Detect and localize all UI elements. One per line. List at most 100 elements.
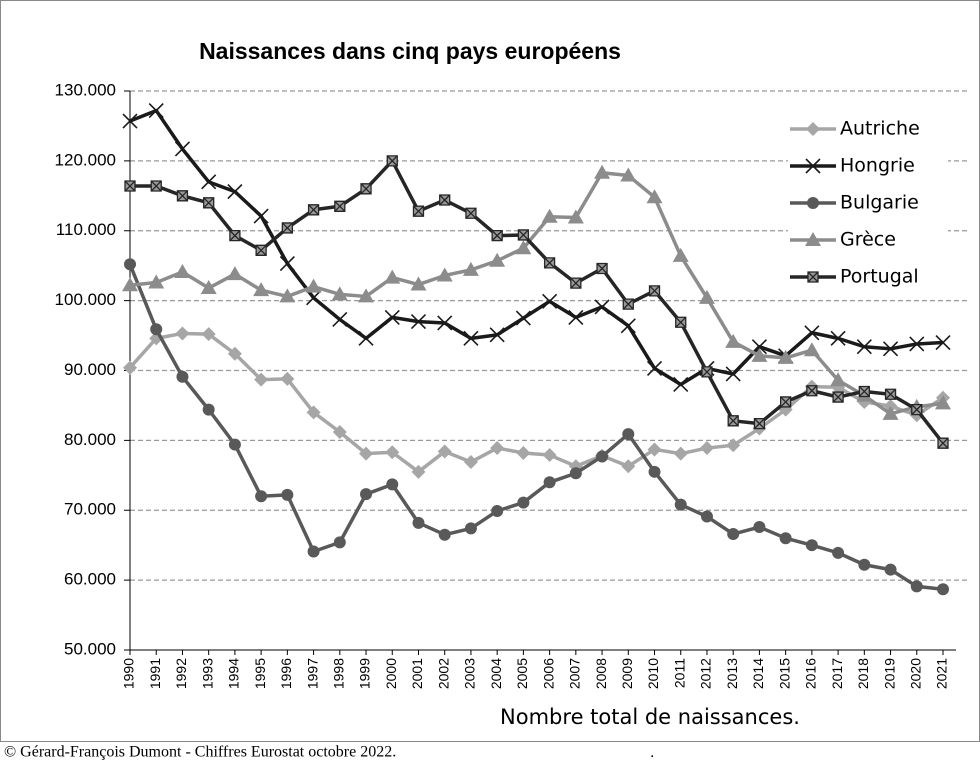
marker	[360, 488, 373, 501]
marker	[411, 464, 426, 479]
legend-label: Bulgarie	[840, 192, 919, 214]
x-tick-label: 1991	[147, 658, 163, 689]
marker	[150, 323, 163, 336]
y-tick-label: 50.000	[64, 639, 116, 658]
marker	[438, 528, 451, 541]
marker	[437, 444, 452, 459]
x-tick-label: 2004	[488, 658, 504, 689]
marker	[307, 204, 320, 216]
marker	[203, 197, 215, 209]
marker	[122, 113, 138, 129]
marker	[489, 327, 505, 343]
marker	[570, 277, 582, 289]
marker	[830, 372, 847, 387]
marker	[176, 370, 189, 383]
marker	[412, 516, 425, 529]
marker	[280, 371, 295, 386]
marker	[620, 318, 636, 334]
x-tick-label: 1993	[199, 658, 215, 689]
marker	[777, 349, 794, 364]
x-tick-label: 2013	[724, 658, 740, 689]
marker	[596, 262, 608, 275]
x-tick-label: 2002	[435, 658, 451, 689]
marker	[725, 366, 741, 382]
marker	[830, 330, 846, 346]
x-tick-label: 2016	[803, 658, 819, 689]
x-tick-label: 2007	[567, 658, 583, 689]
marker	[254, 372, 269, 387]
marker	[805, 158, 821, 174]
marker	[465, 207, 477, 219]
marker	[201, 174, 217, 190]
marker	[700, 510, 713, 523]
legend-label: Hongrie	[840, 155, 915, 177]
marker	[727, 528, 740, 541]
marker	[805, 232, 821, 246]
marker	[567, 209, 584, 224]
x-tick-label: 2015	[776, 658, 792, 689]
marker	[675, 316, 687, 328]
marker	[832, 546, 845, 559]
marker	[517, 496, 530, 509]
marker	[725, 333, 742, 348]
marker	[255, 244, 267, 256]
marker	[698, 289, 715, 304]
marker	[935, 395, 951, 410]
x-tick-label: 1995	[252, 658, 268, 689]
legend-label: Portugal	[840, 266, 919, 288]
x-tick-label: 1994	[226, 658, 242, 689]
marker	[490, 441, 505, 456]
marker	[491, 504, 504, 517]
marker	[726, 438, 741, 453]
marker	[174, 141, 191, 157]
y-tick-label: 70.000	[64, 500, 116, 519]
marker	[331, 286, 348, 301]
x-tick-label: 1992	[173, 658, 189, 689]
marker	[882, 405, 899, 420]
x-tick-label: 2008	[593, 658, 609, 689]
marker	[543, 476, 556, 489]
marker	[228, 438, 241, 451]
x-tick-label: 1997	[304, 658, 320, 689]
marker	[779, 532, 792, 545]
marker	[281, 488, 294, 501]
marker	[358, 288, 375, 303]
marker	[358, 330, 374, 346]
marker	[806, 385, 818, 397]
x-tick-label: 1999	[357, 658, 373, 689]
x-tick-label: 2005	[514, 658, 530, 689]
marker	[807, 197, 819, 209]
marker	[123, 360, 137, 375]
marker	[568, 309, 584, 325]
footer: © Gérard-François Dumont - Chiffres Euro…	[4, 744, 396, 761]
marker	[596, 450, 609, 463]
x-tick-label: 2010	[645, 658, 661, 689]
marker	[807, 271, 819, 283]
x-tick-label: 2000	[383, 658, 399, 689]
marker	[594, 164, 611, 179]
marker	[463, 455, 478, 470]
marker	[674, 498, 687, 511]
footer-mark: .	[650, 744, 654, 761]
marker	[332, 424, 347, 439]
marker	[594, 299, 610, 315]
marker	[805, 539, 818, 552]
marker	[701, 366, 713, 378]
marker	[910, 580, 923, 593]
marker	[436, 267, 453, 282]
marker	[753, 417, 766, 430]
marker	[279, 288, 296, 303]
marker	[753, 521, 766, 534]
marker	[803, 342, 820, 357]
marker	[806, 122, 820, 136]
marker	[175, 326, 190, 341]
marker	[253, 282, 270, 297]
marker	[227, 346, 242, 361]
marker	[515, 310, 531, 326]
marker	[279, 256, 295, 272]
marker	[858, 558, 871, 571]
marker	[384, 309, 400, 325]
marker	[386, 155, 398, 167]
y-tick-label: 100.000	[55, 290, 116, 309]
marker	[332, 311, 348, 328]
